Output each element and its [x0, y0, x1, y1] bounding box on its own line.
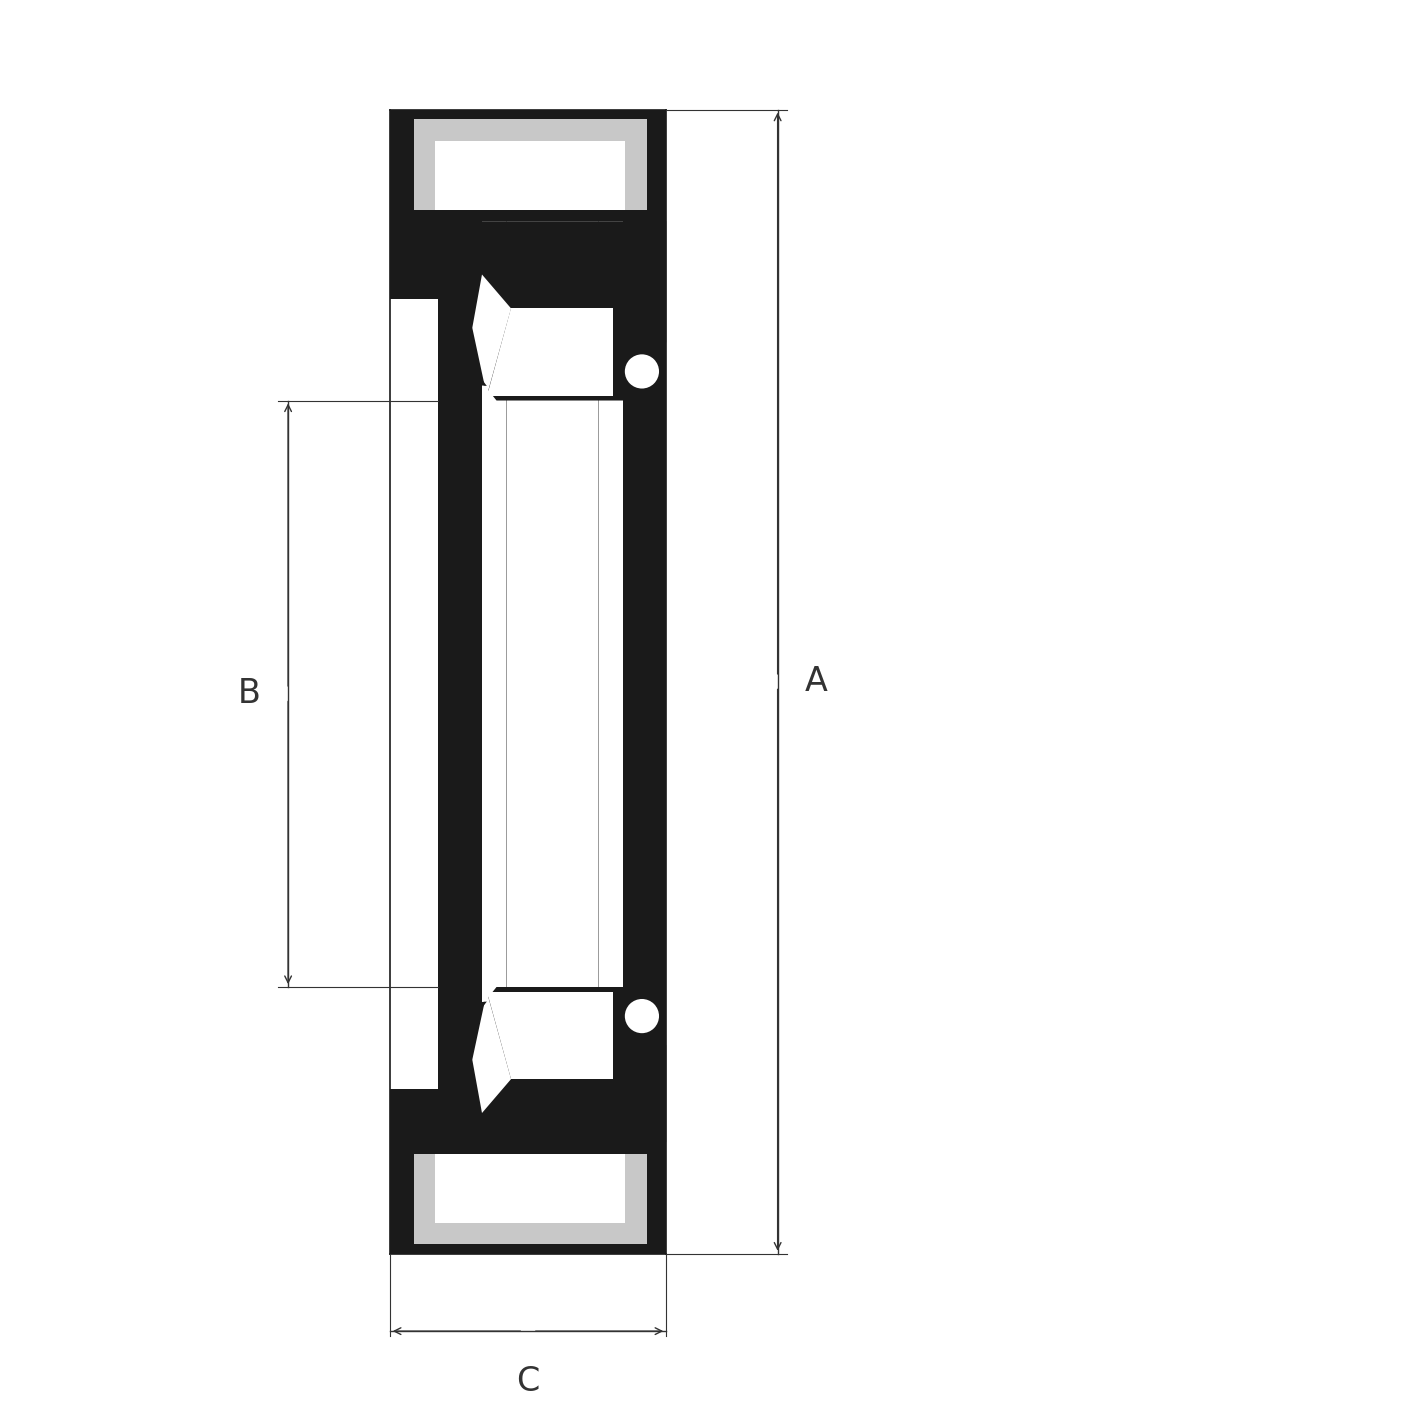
Bar	[439, 221, 482, 1142]
Polygon shape	[626, 120, 647, 209]
Polygon shape	[415, 1154, 436, 1244]
Bar	[482, 221, 623, 1142]
Polygon shape	[389, 221, 439, 298]
Polygon shape	[626, 1154, 647, 1244]
Polygon shape	[415, 120, 436, 209]
Text: C: C	[516, 1365, 540, 1398]
Polygon shape	[439, 987, 666, 1142]
Polygon shape	[472, 991, 510, 1114]
Polygon shape	[439, 328, 486, 387]
Text: A: A	[804, 665, 828, 699]
Bar	[623, 221, 666, 1142]
Polygon shape	[389, 1142, 666, 1254]
Polygon shape	[389, 110, 666, 221]
Circle shape	[624, 998, 659, 1033]
Polygon shape	[415, 1223, 647, 1244]
Circle shape	[624, 353, 659, 389]
Polygon shape	[486, 308, 613, 395]
Polygon shape	[439, 1001, 486, 1060]
Polygon shape	[439, 221, 666, 401]
Polygon shape	[415, 120, 647, 141]
Polygon shape	[436, 1154, 626, 1223]
Polygon shape	[389, 1088, 439, 1142]
Polygon shape	[486, 991, 613, 1078]
Text: B: B	[238, 678, 262, 710]
Polygon shape	[436, 141, 626, 209]
Polygon shape	[472, 274, 510, 395]
